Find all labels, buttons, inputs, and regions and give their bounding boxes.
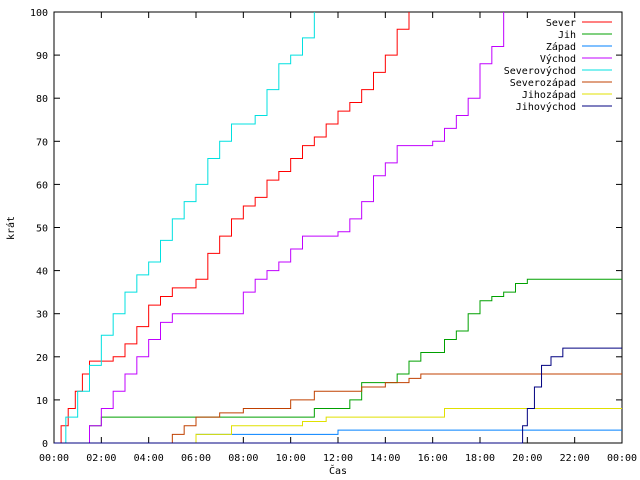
y-tick-label: 80 — [36, 94, 48, 105]
x-tick-label: 02:00 — [86, 453, 116, 464]
x-tick-label: 00:00 — [607, 453, 637, 464]
series-line-severovychod — [54, 12, 315, 444]
y-tick-label: 0 — [42, 439, 48, 450]
legend-label: Jihovýchod — [516, 101, 576, 113]
y-tick-label: 30 — [36, 310, 48, 321]
y-tick-label: 100 — [30, 8, 48, 19]
y-tick-label: 20 — [36, 353, 48, 364]
legend-label: Severovýchod — [504, 65, 576, 77]
y-tick-label: 10 — [36, 396, 48, 407]
y-tick-label: 60 — [36, 180, 48, 191]
legend-label: Východ — [540, 53, 576, 65]
x-tick-label: 08:00 — [228, 453, 258, 464]
series-line-jih — [54, 278, 622, 444]
y-axis-ticks: 0 10 20 30 40 50 60 70 80 90 100 — [30, 8, 622, 450]
y-tick-label: 90 — [36, 51, 48, 62]
x-tick-label: 12:00 — [323, 453, 353, 464]
legend: SeverJihZápadVýchodSeverovýchodSeverozáp… — [504, 18, 612, 113]
series-line-severozapad — [54, 373, 622, 444]
x-tick-label: 10:00 — [276, 453, 306, 464]
series-layer — [54, 12, 622, 444]
legend-label: Sever — [546, 18, 576, 29]
legend-label: Západ — [546, 41, 576, 53]
x-tick-label: 00:00 — [39, 453, 69, 464]
y-tick-label: 70 — [36, 137, 48, 148]
series-line-jihovychod — [54, 347, 622, 444]
series-line-sever — [54, 12, 410, 444]
y-tick-label: 40 — [36, 267, 48, 278]
y-tick-label: 50 — [36, 224, 48, 235]
x-axis-ticks: 00:00 02:00 04:00 06:00 08:00 10:00 12:00 14:00… — [39, 12, 637, 464]
x-tick-label: 04:00 — [134, 453, 164, 464]
x-axis-label: Čas — [329, 464, 347, 477]
legend-label: Jih — [558, 30, 576, 41]
x-tick-label: 06:00 — [181, 453, 211, 464]
legend-label: Severozápad — [510, 77, 576, 89]
x-tick-label: 14:00 — [370, 453, 400, 464]
legend-label: Jihozápad — [522, 89, 576, 101]
series-line-jihozapad — [54, 408, 622, 444]
x-tick-label: 22:00 — [560, 453, 590, 464]
y-axis-label: krát — [5, 216, 17, 240]
x-tick-label: 16:00 — [418, 453, 448, 464]
x-tick-label: 18:00 — [465, 453, 495, 464]
x-tick-label: 20:00 — [512, 453, 542, 464]
series-line-vychod — [54, 12, 505, 444]
